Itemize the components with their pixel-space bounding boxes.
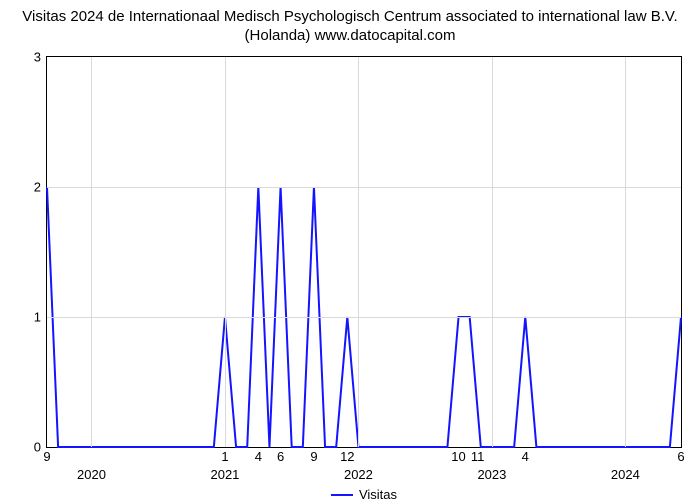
chart-container: Visitas 2024 de Internationaal Medisch P… bbox=[0, 0, 700, 500]
x-tick-month: 6 bbox=[277, 449, 284, 464]
x-tick-month: 11 bbox=[471, 449, 485, 464]
x-tick-month: 12 bbox=[340, 449, 354, 464]
x-tick-month: 4 bbox=[255, 449, 262, 464]
x-tick-month: 1 bbox=[221, 449, 228, 464]
chart-title-line1: Visitas 2024 de Internationaal Medisch P… bbox=[22, 8, 677, 25]
gridline-v bbox=[358, 57, 359, 447]
y-tick-label: 2 bbox=[34, 179, 41, 194]
x-tick-year: 2023 bbox=[477, 467, 506, 482]
x-tick-month: 9 bbox=[310, 449, 317, 464]
x-tick-month: 9 bbox=[43, 449, 50, 464]
x-tick-month: 4 bbox=[522, 449, 529, 464]
x-tick-year: 2021 bbox=[210, 467, 239, 482]
chart-title: Visitas 2024 de Internationaal Medisch P… bbox=[0, 8, 700, 46]
gridline-v bbox=[492, 57, 493, 447]
line-series bbox=[47, 57, 681, 447]
plot-area: Visitas 01232020202120222023202491469121… bbox=[46, 56, 682, 448]
y-tick-label: 1 bbox=[34, 309, 41, 324]
x-tick-year: 2022 bbox=[344, 467, 373, 482]
gridline-h bbox=[47, 317, 681, 318]
y-tick-label: 3 bbox=[34, 50, 41, 65]
chart-title-line2: (Holanda) www.datocapital.com bbox=[0, 27, 700, 46]
gridline-v bbox=[625, 57, 626, 447]
y-tick-label: 0 bbox=[34, 440, 41, 455]
x-tick-year: 2020 bbox=[77, 467, 106, 482]
x-tick-year: 2024 bbox=[611, 467, 640, 482]
gridline-v bbox=[225, 57, 226, 447]
gridline-v bbox=[91, 57, 92, 447]
legend-swatch bbox=[331, 494, 353, 496]
x-tick-month: 10 bbox=[451, 449, 465, 464]
gridline-h bbox=[47, 187, 681, 188]
x-tick-month: 6 bbox=[677, 449, 684, 464]
